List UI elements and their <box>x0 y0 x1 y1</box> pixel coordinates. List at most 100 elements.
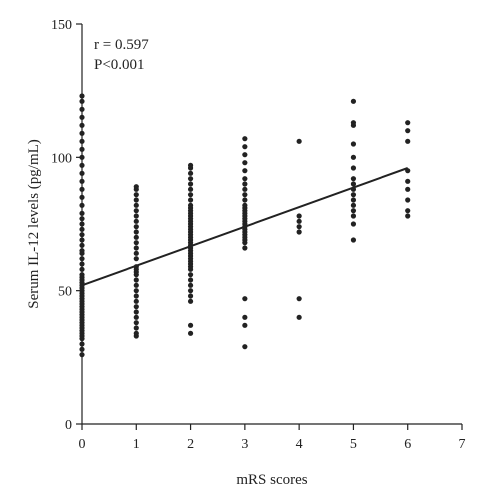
data-point <box>187 192 194 198</box>
data-point <box>133 202 139 208</box>
data-point <box>133 314 139 320</box>
data-point <box>242 181 248 187</box>
data-point <box>79 122 85 128</box>
data-point <box>79 221 85 227</box>
data-point <box>242 176 248 182</box>
data-point <box>242 144 248 150</box>
data-point <box>242 344 248 350</box>
data-point <box>350 98 357 104</box>
data-point <box>296 218 302 224</box>
data-point <box>133 330 139 336</box>
data-point <box>133 298 139 304</box>
data-point <box>79 242 85 248</box>
data-point <box>242 202 248 208</box>
data-point <box>79 272 85 278</box>
data-point <box>242 296 248 302</box>
data-point <box>79 256 85 262</box>
data-point <box>133 288 139 294</box>
x-tick-label: 1 <box>133 437 140 452</box>
correlation-annotation: r = 0.597 <box>94 37 149 53</box>
data-point <box>79 186 85 192</box>
data-point <box>133 320 139 326</box>
x-tick-label: 4 <box>296 437 303 452</box>
data-point <box>79 154 85 160</box>
data-point <box>405 138 411 144</box>
x-tick-label: 5 <box>350 437 357 452</box>
data-point <box>350 165 357 171</box>
data-point <box>133 256 139 262</box>
data-point <box>187 277 194 283</box>
data-point <box>79 261 85 267</box>
data-point <box>133 208 139 214</box>
data-point <box>296 138 302 144</box>
x-tick-label: 2 <box>187 437 194 452</box>
data-point <box>133 240 139 246</box>
data-point <box>242 245 248 251</box>
data-point <box>350 154 357 160</box>
data-point <box>187 293 194 299</box>
data-point <box>187 298 194 304</box>
data-point <box>133 197 139 203</box>
data-point <box>405 208 411 214</box>
data-point <box>405 178 411 184</box>
data-point <box>79 237 85 243</box>
data-point <box>350 208 357 214</box>
data-point <box>79 266 85 272</box>
x-tick-label: 3 <box>241 437 248 452</box>
data-point <box>296 229 302 235</box>
p-value-annotation: P<0.001 <box>94 57 145 73</box>
data-point <box>133 213 139 219</box>
data-point <box>79 178 85 184</box>
data-point <box>79 162 85 168</box>
data-point <box>133 234 139 240</box>
data-point <box>133 325 139 331</box>
data-point <box>187 330 194 336</box>
data-point <box>187 288 194 294</box>
data-point <box>79 216 85 222</box>
data-point <box>187 176 194 182</box>
data-point <box>79 130 85 136</box>
data-point <box>350 141 357 147</box>
data-point <box>242 168 248 174</box>
data-point <box>405 128 411 134</box>
data-point <box>187 197 194 203</box>
data-point <box>79 226 85 232</box>
data-point <box>405 120 411 126</box>
data-point <box>350 120 357 126</box>
data-point <box>242 152 248 158</box>
data-point <box>79 210 85 216</box>
data-point <box>187 282 194 288</box>
x-tick-label: 6 <box>404 437 411 452</box>
data-point <box>79 98 85 104</box>
data-point <box>187 170 194 176</box>
data-point <box>79 346 85 352</box>
data-point <box>187 186 194 192</box>
data-point <box>242 186 248 192</box>
data-point <box>133 282 139 288</box>
data-point <box>350 192 357 198</box>
regression-line <box>81 167 409 287</box>
data-point <box>79 114 85 120</box>
data-point <box>242 322 248 328</box>
data-point <box>79 232 85 238</box>
data-point <box>79 106 85 112</box>
data-point <box>79 248 85 254</box>
data-point <box>79 352 85 358</box>
data-point <box>296 224 302 230</box>
y-axis-label: Serum IL-12 levels (pg/mL) <box>26 139 42 309</box>
data-point <box>133 218 139 224</box>
data-point <box>350 213 357 219</box>
data-point <box>79 93 85 99</box>
y-tick-label: 50 <box>58 285 72 300</box>
data-point <box>405 213 411 219</box>
data-point <box>242 136 248 142</box>
data-point <box>242 160 248 166</box>
y-tick-label: 150 <box>51 18 72 33</box>
data-point <box>187 162 194 168</box>
data-point <box>350 176 357 182</box>
data-point <box>133 192 139 198</box>
data-point <box>296 296 302 302</box>
data-point <box>133 277 139 283</box>
data-point <box>242 192 248 198</box>
